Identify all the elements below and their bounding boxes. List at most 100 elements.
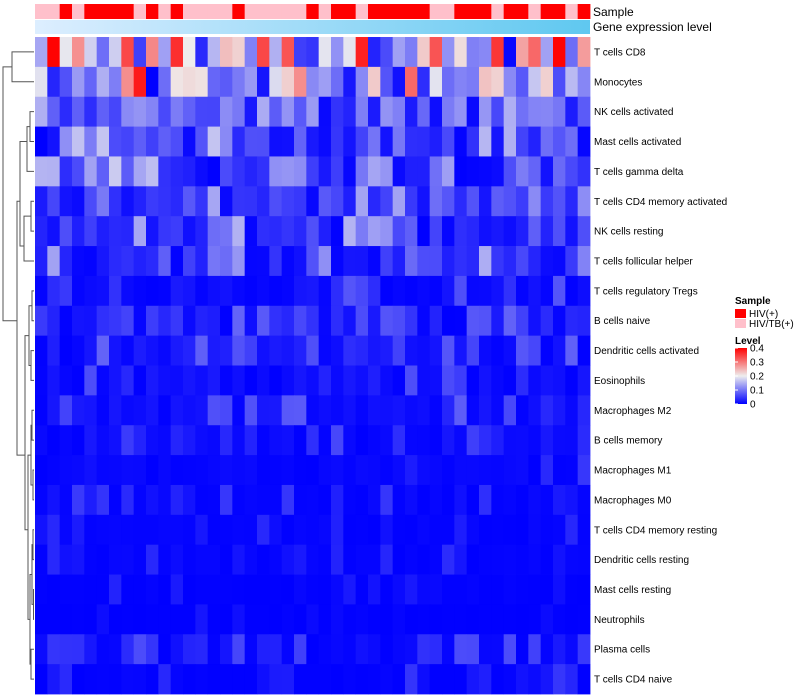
heatmap-cell bbox=[170, 216, 184, 247]
heatmap-cell bbox=[355, 66, 369, 98]
heatmap-cell bbox=[318, 66, 332, 98]
sample-annotation-cell bbox=[553, 4, 566, 19]
heatmap-cell bbox=[207, 216, 221, 247]
heatmap-cell bbox=[121, 37, 135, 68]
heatmap-cell bbox=[503, 455, 517, 486]
heatmap-cell bbox=[355, 156, 369, 187]
heatmap-cell bbox=[269, 246, 283, 277]
heatmap-cell bbox=[405, 634, 418, 665]
heatmap-cell bbox=[454, 395, 468, 426]
heatmap-cell bbox=[528, 275, 542, 307]
heatmap-cell bbox=[442, 365, 455, 396]
row-label: T cells regulatory Tregs bbox=[594, 286, 698, 297]
heatmap-cell bbox=[121, 126, 135, 157]
heatmap-cell bbox=[429, 664, 443, 695]
heatmap-cell bbox=[429, 455, 443, 486]
heatmap-cell bbox=[170, 275, 184, 307]
heatmap-cell bbox=[294, 514, 307, 546]
heatmap-cell bbox=[355, 216, 369, 247]
dendrogram-branch bbox=[30, 648, 34, 680]
heatmap-cell bbox=[466, 604, 480, 635]
heatmap-cell bbox=[343, 305, 357, 337]
heatmap-cell bbox=[405, 664, 418, 695]
heatmap-cell bbox=[84, 305, 98, 337]
heatmap-cell bbox=[343, 216, 357, 247]
heatmap-cell bbox=[35, 335, 48, 366]
dendrogram-branch bbox=[30, 200, 34, 232]
heatmap-cell bbox=[220, 544, 233, 575]
heatmap-cell bbox=[503, 634, 517, 665]
heatmap-cell bbox=[516, 455, 529, 486]
heatmap-cell bbox=[59, 574, 73, 605]
heatmap-cell bbox=[318, 514, 332, 546]
heatmap-cell bbox=[528, 604, 542, 635]
heatmap-cell bbox=[429, 484, 443, 516]
heatmap-cell bbox=[417, 37, 431, 68]
heatmap-cell bbox=[331, 216, 344, 247]
heatmap-cell bbox=[503, 664, 517, 695]
heatmap-cell bbox=[442, 96, 455, 127]
heatmap-cell bbox=[133, 365, 147, 396]
heatmap-cell bbox=[318, 305, 332, 337]
heatmap-cell bbox=[133, 126, 147, 157]
heatmap-cell bbox=[244, 484, 258, 516]
heatmap-cell bbox=[318, 604, 332, 635]
heatmap-cell bbox=[466, 37, 480, 68]
heatmap-cell bbox=[306, 186, 320, 217]
heatmap-cell bbox=[417, 305, 431, 337]
heatmap-cell bbox=[146, 634, 159, 665]
heatmap-cell bbox=[442, 544, 455, 575]
heatmap-cell bbox=[429, 544, 443, 575]
heatmap-cell bbox=[553, 664, 566, 695]
heatmap-cell bbox=[553, 96, 566, 127]
heatmap-cell bbox=[257, 156, 270, 187]
heatmap-cell bbox=[146, 156, 159, 187]
heatmap-cell bbox=[146, 455, 159, 486]
heatmap-cell bbox=[442, 664, 455, 695]
heatmap-cell bbox=[479, 395, 492, 426]
heatmap-cell bbox=[429, 275, 443, 307]
heatmap-cell bbox=[146, 425, 159, 456]
heatmap-cell bbox=[72, 365, 85, 396]
heatmap-cell bbox=[368, 664, 381, 695]
heatmap-cell bbox=[59, 246, 73, 277]
heatmap-cell bbox=[479, 216, 492, 247]
heatmap-cells bbox=[35, 37, 591, 695]
heatmap-cell bbox=[158, 664, 172, 695]
heatmap-cell bbox=[195, 305, 209, 337]
heatmap-cell bbox=[503, 604, 517, 635]
heatmap-cell bbox=[380, 455, 394, 486]
heatmap-cell bbox=[84, 604, 98, 635]
sample-annotation-cell bbox=[355, 4, 369, 19]
heatmap-cell bbox=[220, 634, 233, 665]
heatmap-cell bbox=[281, 186, 295, 217]
heatmap-cell bbox=[207, 425, 221, 456]
heatmap-cell bbox=[380, 335, 394, 366]
heatmap-cell bbox=[306, 305, 320, 337]
legend-swatch-hivtb bbox=[735, 319, 746, 328]
heatmap-cell bbox=[232, 37, 246, 68]
heatmap-cell bbox=[133, 395, 147, 426]
heatmap-cell bbox=[368, 574, 381, 605]
heatmap-cell bbox=[380, 395, 394, 426]
heatmap-cell bbox=[294, 395, 307, 426]
heatmap-cell bbox=[146, 574, 159, 605]
heatmap-cell bbox=[84, 425, 98, 456]
heatmap-cell bbox=[195, 275, 209, 307]
heatmap-cell bbox=[158, 246, 172, 277]
row-label: Macrophages M0 bbox=[594, 495, 672, 506]
heatmap-cell bbox=[405, 305, 418, 337]
heatmap-cell bbox=[331, 425, 344, 456]
heatmap-cell bbox=[368, 96, 381, 127]
heatmap-cell bbox=[47, 37, 61, 68]
heatmap-cell bbox=[232, 246, 246, 277]
heatmap-cell bbox=[343, 544, 357, 575]
heatmap-cell bbox=[195, 425, 209, 456]
heatmap-cell bbox=[553, 37, 566, 68]
heatmap-cell bbox=[158, 514, 172, 546]
heatmap-cell bbox=[269, 664, 283, 695]
dendrogram-branch bbox=[19, 141, 27, 247]
heatmap-cell bbox=[331, 664, 344, 695]
sample-annotation-cell bbox=[491, 4, 505, 19]
heatmap-cell bbox=[232, 156, 246, 187]
